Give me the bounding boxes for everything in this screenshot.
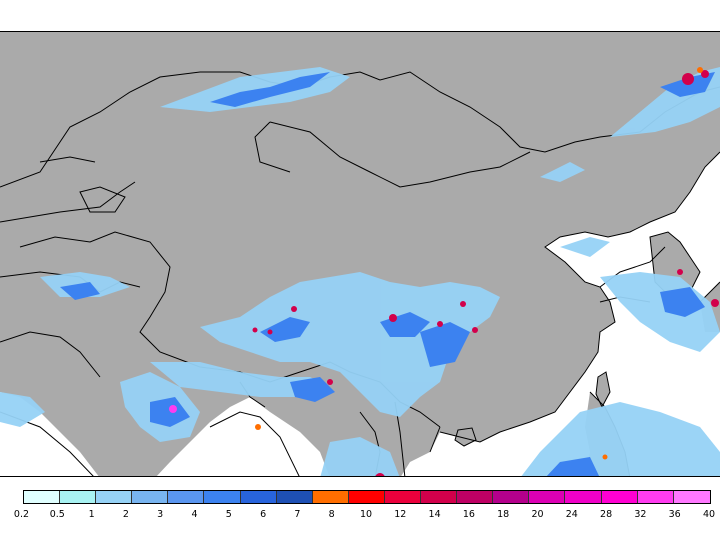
legend-swatch (637, 491, 674, 503)
legend-tick-label: 2 (122, 509, 129, 520)
legend-swatch (493, 491, 530, 503)
legend-tick-label: 12 (394, 509, 407, 520)
legend-swatch (60, 491, 97, 503)
legend-tick-label: 7 (294, 509, 301, 520)
bay-of-bengal (195, 412, 300, 476)
legend-swatch (673, 491, 710, 503)
precipitation-legend: 0.2 0.5 1 2 3 4 5 6 7 8 10 12 14 16 18 20 24 28 32 36 40 (14, 490, 715, 523)
legend-tick-label: 4 (191, 509, 198, 520)
legend-swatch (348, 491, 385, 503)
legend-tick-label: 18 (497, 509, 510, 520)
legend-tick-label: 0.5 (49, 509, 65, 520)
legend-tick-label: 5 (225, 509, 232, 520)
legend-swatch (240, 491, 277, 503)
legend-tick-label: 1 (88, 509, 95, 520)
legend-swatch (529, 491, 566, 503)
precipitation-map (0, 31, 720, 477)
legend-swatch (601, 491, 638, 503)
map-canvas (0, 32, 720, 476)
legend-swatch (457, 491, 494, 503)
legend-swatch (96, 491, 133, 503)
legend-tick-label: 10 (359, 509, 373, 520)
land-hainan (455, 428, 476, 446)
legend-swatch (312, 491, 349, 503)
precipitation-heavy (252, 70, 719, 476)
legend-tick-label: 20 (531, 509, 544, 520)
legend-swatch (168, 491, 205, 503)
legend-tick-label: 32 (634, 509, 647, 520)
legend-color-bar (23, 490, 711, 504)
legend-swatch (204, 491, 241, 503)
legend-tick-label: 8 (328, 509, 335, 520)
precipitation-orange (255, 67, 703, 460)
legend-tick-label: 40 (702, 509, 716, 520)
legend-swatch (565, 491, 602, 503)
legend-tick-label: 6 (260, 509, 267, 520)
legend-tick-label: 14 (428, 509, 441, 520)
legend-swatch (421, 491, 458, 503)
legend-tick-label: 0.2 (13, 509, 30, 520)
legend-swatch (132, 491, 169, 503)
legend-tick-label: 24 (565, 509, 578, 520)
legend-swatch (276, 491, 313, 503)
legend-tick-label: 28 (600, 509, 613, 520)
legend-tick-label: 16 (462, 509, 475, 520)
legend-tick-label: 36 (668, 509, 681, 520)
legend-tick-label: 3 (157, 509, 164, 520)
legend-swatch (24, 491, 61, 503)
arabian-sea (0, 412, 94, 476)
legend-labels: 0.2 0.5 1 2 3 4 5 6 7 8 10 12 14 16 18 20 24 28 32 36 40 (14, 509, 715, 523)
legend-swatch (384, 491, 422, 503)
precipitation-medium (60, 72, 715, 476)
precipitation-extreme (169, 405, 177, 413)
